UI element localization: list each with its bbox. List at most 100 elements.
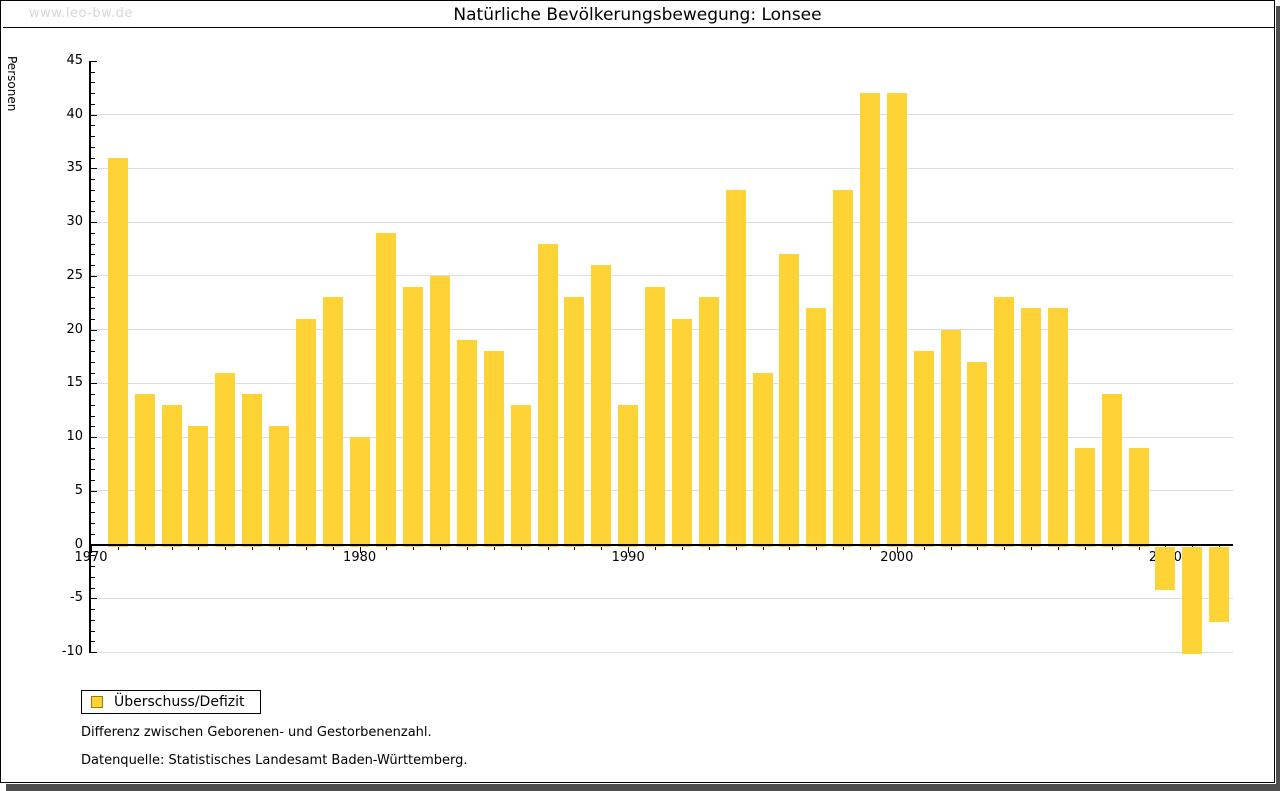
y-minor-tick <box>91 71 95 73</box>
y-tick-label: -10 <box>61 644 83 659</box>
y-major-tick <box>91 437 97 439</box>
x-minor-tick <box>252 546 254 550</box>
bar-1997 <box>806 308 827 547</box>
y-tick-label: 25 <box>66 267 83 283</box>
y-minor-tick <box>91 533 95 535</box>
bar-2009 <box>1128 447 1149 547</box>
y-axis-title: Personen <box>5 56 19 112</box>
x-minor-tick <box>493 546 495 550</box>
x-minor-tick <box>789 546 791 550</box>
bar-2007 <box>1074 447 1095 547</box>
legend-swatch <box>91 696 103 708</box>
bar-2006 <box>1047 308 1068 547</box>
y-major-tick <box>91 168 97 170</box>
y-tick-label: 20 <box>66 321 83 337</box>
plot-area: 454035302520151050-5-1019701980199020002… <box>62 53 1233 659</box>
legend: Überschuss/Defizit <box>81 690 262 714</box>
window-shadow-right <box>1276 6 1280 791</box>
bar-1987 <box>537 243 558 547</box>
y-minor-tick <box>91 555 95 557</box>
y-minor-tick <box>91 426 95 428</box>
x-minor-tick <box>923 546 925 550</box>
x-minor-tick <box>762 546 764 550</box>
footnote-source: Datenquelle: Statistisches Landesamt Bad… <box>81 753 468 768</box>
y-minor-tick <box>91 211 95 213</box>
y-minor-tick <box>91 447 95 449</box>
bar-1994 <box>725 189 746 547</box>
y-tick-label: -5 <box>70 590 83 606</box>
bar-1983 <box>430 275 451 547</box>
x-minor-tick <box>735 546 737 550</box>
y-minor-tick <box>91 308 95 310</box>
x-minor-tick <box>655 546 657 550</box>
y-minor-tick <box>91 157 95 159</box>
x-minor-tick <box>1031 546 1033 550</box>
bar-2011 <box>1182 546 1203 654</box>
x-minor-tick <box>869 546 871 550</box>
bar-1991 <box>645 286 666 547</box>
x-minor-tick <box>708 546 710 550</box>
y-minor-tick <box>91 480 95 482</box>
x-minor-tick <box>225 546 227 550</box>
bar-2010 <box>1155 546 1176 590</box>
x-minor-tick <box>547 546 549 550</box>
y-minor-tick <box>91 469 95 471</box>
x-tick-label: 1990 <box>611 550 645 565</box>
bar-1971 <box>107 157 128 547</box>
y-minor-tick <box>91 566 95 568</box>
bar-1984 <box>457 340 478 547</box>
bar-1978 <box>295 318 316 547</box>
y-minor-tick <box>91 619 95 621</box>
y-minor-tick <box>91 125 95 127</box>
y-minor-tick <box>91 415 95 417</box>
bar-1975 <box>215 372 236 547</box>
y-minor-tick <box>91 189 95 191</box>
bar-1995 <box>752 372 773 547</box>
y-minor-tick <box>91 361 95 363</box>
y-tick-label: 30 <box>66 214 83 230</box>
y-minor-tick <box>91 523 95 525</box>
y-minor-tick <box>91 641 95 643</box>
bar-1986 <box>510 404 531 547</box>
y-major-tick <box>91 222 97 224</box>
y-minor-tick <box>91 265 95 267</box>
x-tick-label: 1980 <box>343 550 377 565</box>
y-minor-tick <box>91 576 95 578</box>
bar-2005 <box>1021 308 1042 547</box>
x-minor-tick <box>332 546 334 550</box>
y-tick-label: 40 <box>66 106 83 122</box>
bar-2002 <box>940 329 961 547</box>
x-minor-tick <box>1111 546 1113 550</box>
y-major-tick <box>91 490 97 492</box>
y-major-tick <box>91 652 97 653</box>
y-tick-label: 10 <box>66 429 83 445</box>
y-minor-tick <box>91 254 95 256</box>
y-minor-tick <box>91 286 95 288</box>
y-minor-tick <box>91 297 95 299</box>
y-tick-label: 35 <box>66 160 83 176</box>
x-minor-tick <box>950 546 952 550</box>
bar-1979 <box>322 297 343 547</box>
y-minor-tick <box>91 136 95 138</box>
y-major-tick <box>91 114 97 116</box>
y-minor-tick <box>91 404 95 406</box>
header-divider <box>3 27 1274 28</box>
y-minor-tick <box>91 630 95 632</box>
gridline <box>91 597 1233 599</box>
bar-1996 <box>779 254 800 547</box>
x-minor-tick <box>1138 546 1140 550</box>
y-minor-tick <box>91 146 95 148</box>
y-minor-tick <box>91 340 95 342</box>
x-axis-zero-line <box>91 544 1233 546</box>
y-tick-label: 5 <box>74 482 83 498</box>
x-tick-label: 1970 <box>74 550 108 565</box>
bar-2012 <box>1209 546 1230 622</box>
y-minor-tick <box>91 512 95 514</box>
x-minor-tick <box>1084 546 1086 550</box>
gridline <box>91 221 1233 223</box>
y-major-tick <box>91 383 97 385</box>
y-minor-tick <box>91 93 95 95</box>
bar-2000 <box>886 93 907 547</box>
y-minor-tick <box>91 609 95 611</box>
x-minor-tick <box>574 546 576 550</box>
